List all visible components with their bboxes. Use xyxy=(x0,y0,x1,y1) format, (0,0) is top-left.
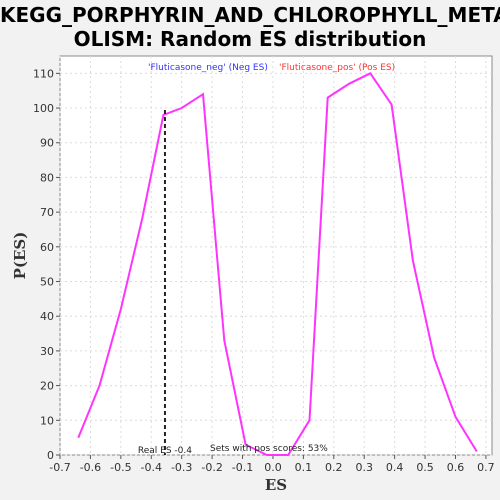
x-tick-label: 0.7 xyxy=(477,461,495,474)
x-tick-label: 0.1 xyxy=(295,461,313,474)
y-tick-label: 40 xyxy=(40,310,54,323)
x-tick-label: 0.4 xyxy=(386,461,404,474)
x-tick-label: 0.6 xyxy=(447,461,465,474)
y-tick-label: 60 xyxy=(40,241,54,254)
tick-layer: -0.7 -0.6 -0.5 -0.4 -0.3 -0.2 -0.1 0.0 0.1 0.2 0.3… xyxy=(33,67,495,474)
y-tick-label: 30 xyxy=(40,345,54,358)
chart-title-line-1: KEGG_PORPHYRIN_AND_CHLOROPHYLL_METAB xyxy=(0,3,500,27)
x-tick-label: 0.5 xyxy=(416,461,434,474)
y-tick-label: 0 xyxy=(47,449,54,462)
pos-scores-label: Sets with pos scores: 53% xyxy=(210,444,328,454)
x-tick-label: 0.2 xyxy=(325,461,343,474)
legend-pos-es: 'Fluticasone_pos' (Pos ES) xyxy=(279,63,395,73)
real-es-label: Real ES -0.4 xyxy=(138,446,192,456)
plot-area xyxy=(59,55,493,456)
x-tick-label: -0.4 xyxy=(141,461,162,474)
x-tick-label: -0.3 xyxy=(171,461,192,474)
x-tick-label: 0.3 xyxy=(355,461,373,474)
legend-neg-es: 'Fluticasone_neg' (Neg ES) xyxy=(148,63,268,73)
chart-title-line-2: OLISM: Random ES distribution xyxy=(73,27,427,51)
y-tick-label: 20 xyxy=(40,380,54,393)
y-tick-label: 110 xyxy=(33,67,54,80)
x-tick-label: -0.6 xyxy=(80,461,101,474)
y-tick-label: 80 xyxy=(40,171,54,184)
x-tick-label: 0.0 xyxy=(264,461,282,474)
y-axis-label: P(ES) xyxy=(11,232,29,280)
y-tick-label: 50 xyxy=(40,276,54,289)
y-tick-label: 70 xyxy=(40,206,54,219)
x-tick-label: -0.7 xyxy=(49,461,70,474)
y-tick-label: 90 xyxy=(40,137,54,150)
x-tick-label: -0.2 xyxy=(201,461,222,474)
series-layer xyxy=(77,72,478,456)
y-tick-label: 100 xyxy=(33,102,54,115)
es-distribution-line xyxy=(77,72,478,456)
x-tick-label: -0.5 xyxy=(110,461,131,474)
y-tick-label: 10 xyxy=(40,414,54,427)
x-axis-label: ES xyxy=(265,476,287,494)
x-tick-label: -0.1 xyxy=(232,461,253,474)
